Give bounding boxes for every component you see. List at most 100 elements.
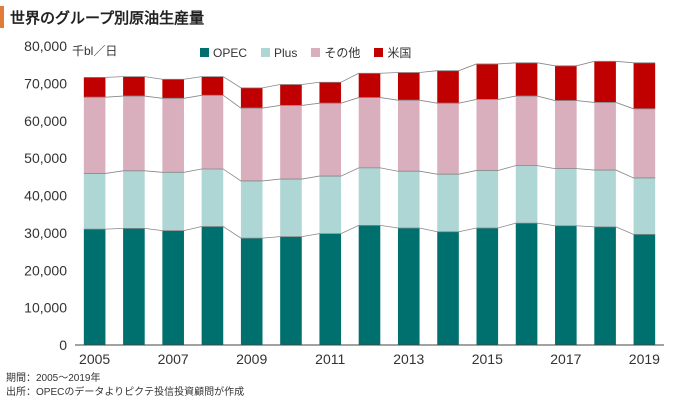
- bar-segment-米国: [240, 87, 263, 109]
- bar-segment-plus: [280, 179, 302, 237]
- bar-segment-opec: [162, 230, 184, 345]
- bar-segment-plus: [319, 176, 342, 234]
- bar-segment-plus: [201, 168, 224, 227]
- bar-segment-米国: [319, 82, 342, 104]
- bar-segment-米国: [555, 65, 577, 101]
- bar-segment-米国: [437, 70, 459, 104]
- bar-segment-米国: [162, 79, 184, 99]
- bar-segment-opec: [280, 236, 302, 345]
- x-tick-label: 2015: [472, 351, 503, 367]
- bar-segment-plus: [555, 168, 577, 226]
- title-accent-bar: [0, 6, 4, 28]
- period-note: 期間：2005～2019年: [6, 373, 101, 384]
- bar-segment-米国: [397, 72, 420, 101]
- x-tick-label: 2011: [315, 351, 345, 367]
- bar-segment-opec: [633, 234, 656, 345]
- legend-swatch-plus: [261, 48, 271, 57]
- bar-segment-その他: [358, 97, 381, 168]
- x-tick-label: 2009: [236, 351, 267, 367]
- bar-segment-米国: [83, 77, 106, 98]
- bar-segment-opec: [515, 223, 538, 345]
- tier-connector-line: [83, 60, 656, 89]
- bar-segment-opec: [240, 238, 263, 345]
- bar-segment-opec: [437, 231, 459, 345]
- bar-segment-その他: [123, 96, 145, 171]
- y-tick-label: 60,000: [24, 113, 67, 129]
- source-note: 出所：OPECのデータよりピクテ投信投資顧問が作成: [6, 387, 245, 398]
- bar-segment-その他: [280, 105, 302, 180]
- bar-segment-その他: [476, 99, 499, 171]
- bar-segment-その他: [201, 95, 224, 169]
- legend-swatch-us: [374, 48, 384, 57]
- bar-segment-米国: [515, 62, 538, 97]
- legend-label-us: 米国: [387, 46, 412, 60]
- y-tick-label: 40,000: [24, 188, 67, 204]
- bar-segment-opec: [319, 233, 342, 345]
- bar-segment-plus: [358, 167, 381, 226]
- bar-segment-その他: [240, 108, 263, 181]
- x-tick-label: 2017: [550, 351, 581, 367]
- bar-segment-plus: [83, 173, 106, 230]
- legend-item-plus: Plus: [261, 44, 297, 61]
- bar-segment-その他: [633, 108, 656, 178]
- bar-segment-その他: [515, 96, 538, 166]
- y-tick-label: 80,000: [24, 38, 67, 54]
- x-tick-label: 2013: [393, 351, 424, 367]
- y-tick-label: 10,000: [24, 300, 67, 316]
- bar-segment-その他: [594, 102, 616, 171]
- bar-segment-opec: [594, 226, 616, 345]
- legend: OPEC Plus その他 米国: [200, 44, 411, 61]
- y-tick-label: 20,000: [24, 262, 67, 278]
- bar-segment-plus: [123, 170, 145, 229]
- bar-segment-その他: [83, 97, 106, 174]
- y-tick-label: 0: [59, 337, 67, 353]
- bar-segment-米国: [633, 62, 656, 109]
- y-tick-label: 30,000: [24, 225, 67, 241]
- legend-item-us: 米国: [374, 44, 411, 61]
- y-axis-unit: 千bl／日: [72, 44, 118, 58]
- legend-item-opec: OPEC: [200, 44, 247, 61]
- bar-segment-plus: [437, 174, 459, 232]
- y-tick-label: 70,000: [24, 75, 67, 91]
- bar-segment-plus: [162, 172, 184, 231]
- bar-segment-plus: [594, 170, 616, 227]
- tier-connector-line: [83, 165, 656, 182]
- bar-segment-plus: [240, 180, 263, 239]
- bar-segment-米国: [594, 61, 616, 103]
- bar-segment-米国: [358, 73, 381, 98]
- tier-connector-line: [83, 94, 656, 110]
- chart-title: 世界のグループ別原油生産量: [10, 10, 205, 27]
- y-tick-label: 50,000: [24, 150, 67, 166]
- legend-label-opec: OPEC: [213, 45, 248, 60]
- bar-segment-plus: [476, 170, 499, 229]
- bar-segment-opec: [83, 229, 106, 345]
- tier-connector-line: [83, 222, 656, 239]
- bar-segment-米国: [476, 63, 499, 100]
- x-tick-label: 2007: [158, 351, 189, 367]
- legend-label-plus: Plus: [274, 45, 298, 60]
- bar-segment-その他: [437, 103, 459, 175]
- bar-segment-その他: [397, 100, 420, 172]
- bar-segment-米国: [123, 76, 145, 97]
- bar-segment-その他: [319, 103, 342, 177]
- legend-swatch-opec: [200, 48, 209, 57]
- bar-segment-plus: [633, 177, 656, 235]
- bar-segment-opec: [397, 228, 420, 345]
- bar-segment-opec: [555, 225, 577, 345]
- bar-segment-米国: [201, 76, 224, 96]
- bar-segment-opec: [358, 225, 381, 345]
- bar-segment-opec: [476, 228, 499, 345]
- legend-item-other: その他: [311, 44, 360, 61]
- bar-segment-opec: [123, 228, 145, 345]
- bar-segment-opec: [201, 226, 224, 345]
- x-tick-label: 2019: [629, 351, 660, 367]
- legend-swatch-other: [311, 48, 321, 57]
- bar-segment-米国: [280, 84, 302, 106]
- bar-segment-plus: [515, 165, 538, 224]
- x-tick-label: 2005: [79, 351, 110, 367]
- bar-segment-その他: [555, 100, 577, 169]
- legend-label-other: その他: [324, 46, 361, 60]
- bar-segment-plus: [397, 171, 420, 229]
- bar-segment-その他: [162, 98, 184, 173]
